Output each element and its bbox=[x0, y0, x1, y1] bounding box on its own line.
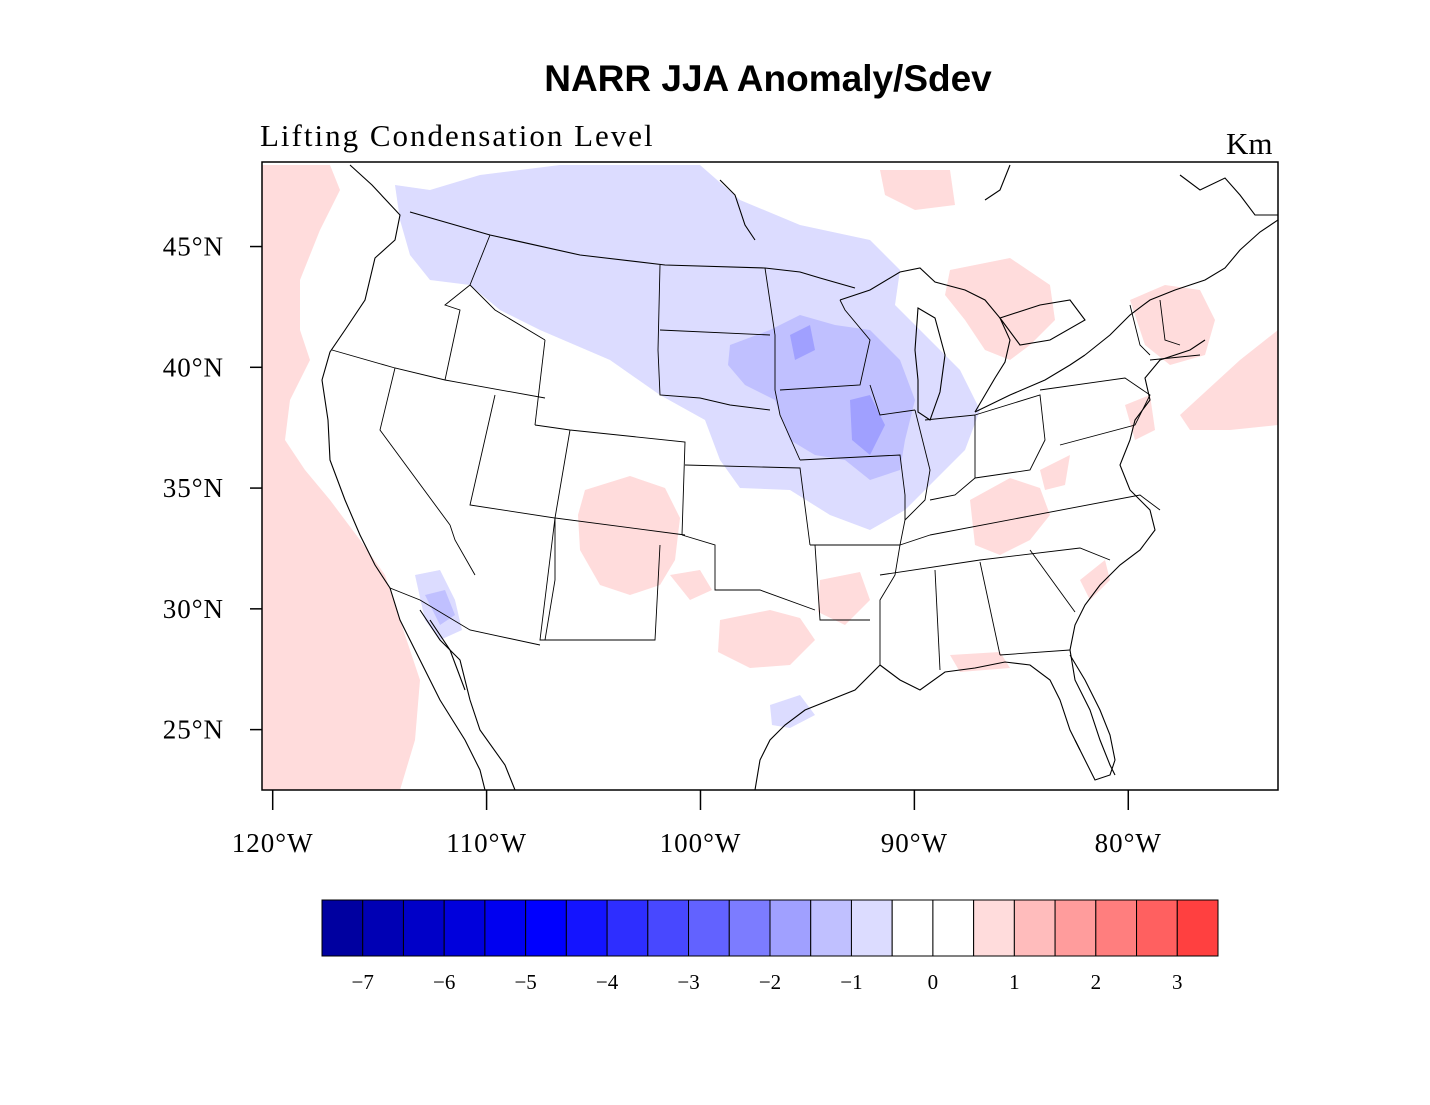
colorbar-swatch bbox=[525, 899, 567, 957]
colorbar-swatch bbox=[321, 899, 364, 957]
colorbar-swatch bbox=[810, 899, 852, 957]
lon-tick-label: 120°W bbox=[232, 828, 314, 858]
lat-tick-label: 30°N bbox=[163, 594, 224, 624]
variable-label: Lifting Condensation Level bbox=[260, 118, 655, 153]
colorbar-swatch bbox=[728, 899, 771, 957]
latitude-axis: 45°N 40°N 35°N 30°N 25°N bbox=[163, 232, 262, 745]
colorbar-tick-label: 2 bbox=[1091, 970, 1102, 994]
lat-tick-label: 45°N bbox=[163, 232, 224, 262]
colorbar-tick-label: 0 bbox=[928, 970, 939, 994]
colorbar-swatch bbox=[647, 899, 690, 957]
colorbar-swatch bbox=[1095, 899, 1138, 957]
colorbar-tick-label: −5 bbox=[514, 970, 536, 994]
colorbar-labels: −7 −6 −5 −4 −3 −2 −1 0 1 2 3 bbox=[352, 970, 1183, 994]
colorbar-swatch bbox=[1013, 899, 1056, 957]
map-boundaries bbox=[321, 164, 1278, 790]
colorbar-tick-label: −3 bbox=[677, 970, 699, 994]
colorbar-tick-label: −2 bbox=[759, 970, 781, 994]
colorbar-swatch bbox=[1176, 899, 1219, 957]
colorbar-swatch bbox=[1136, 899, 1178, 957]
lat-tick-label: 25°N bbox=[163, 715, 224, 745]
lon-tick-label: 80°W bbox=[1095, 828, 1162, 858]
colorbar-swatch bbox=[850, 899, 893, 957]
colorbar-swatch bbox=[402, 899, 445, 957]
colorbar-swatch bbox=[688, 899, 730, 957]
lon-tick-label: 90°W bbox=[881, 828, 948, 858]
colorbar-swatch bbox=[362, 899, 404, 957]
lat-tick-label: 40°N bbox=[163, 352, 224, 382]
colorbar-tick-label: −6 bbox=[433, 970, 455, 994]
colorbar-tick-label: 1 bbox=[1009, 970, 1020, 994]
negative-anomaly-shading bbox=[395, 165, 980, 728]
colorbar-swatch bbox=[1054, 899, 1097, 957]
lon-tick-label: 100°W bbox=[660, 828, 742, 858]
positive-anomaly-shading bbox=[262, 165, 1278, 790]
map-frame bbox=[261, 161, 1279, 791]
colorbar-tick-label: −7 bbox=[352, 970, 374, 994]
colorbar-swatch bbox=[606, 899, 649, 957]
colorbar-swatch bbox=[932, 899, 975, 957]
map-area bbox=[262, 164, 1278, 790]
longitude-axis: 120°W 110°W 100°W 90°W 80°W bbox=[232, 790, 1162, 858]
colorbar-tick-label: −1 bbox=[840, 970, 862, 994]
colorbar-swatch bbox=[891, 899, 934, 957]
colorbar-tick-label: 3 bbox=[1172, 970, 1183, 994]
lon-tick-label: 110°W bbox=[446, 828, 527, 858]
colorbar-swatch bbox=[443, 899, 486, 957]
lat-tick-label: 35°N bbox=[163, 473, 224, 503]
colorbar bbox=[321, 899, 1219, 957]
colorbar-tick-label: −4 bbox=[596, 970, 619, 994]
colorbar-swatch bbox=[484, 899, 527, 957]
units-label: Km bbox=[1226, 126, 1273, 161]
plot-title: NARR JJA Anomaly/Sdev bbox=[544, 58, 992, 99]
colorbar-swatch bbox=[769, 899, 812, 957]
colorbar-swatch bbox=[973, 899, 1015, 957]
colorbar-swatch bbox=[565, 899, 608, 957]
